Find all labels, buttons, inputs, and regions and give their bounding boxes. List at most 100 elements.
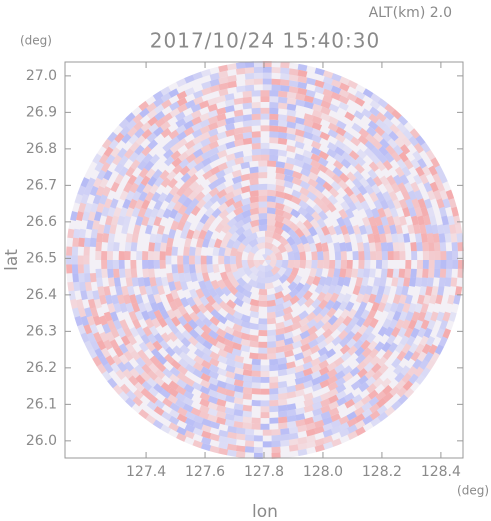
echo-cell [283, 180, 294, 189]
echo-cell [415, 166, 425, 177]
x-tick-label: 127.8 [244, 464, 284, 480]
echo-cell [216, 119, 227, 128]
echo-cell [107, 303, 116, 314]
echo-cell [275, 178, 286, 187]
echo-cell [126, 390, 137, 401]
echo-cell [269, 119, 279, 126]
echo-cell [153, 406, 165, 416]
echo-cell [151, 317, 161, 329]
echo-cell [149, 277, 157, 287]
echo-cell [78, 273, 85, 283]
echo-cell [343, 276, 351, 287]
echo-cell [403, 159, 414, 170]
echo-cell [278, 404, 288, 412]
echo-cell [260, 377, 270, 383]
echo-cell [397, 182, 407, 193]
echo-cell [317, 163, 329, 174]
echo-cell [217, 162, 228, 172]
echo-cell [176, 372, 188, 382]
echo-cell [207, 408, 218, 417]
echo-cell [369, 106, 380, 117]
echo-cell [191, 129, 203, 139]
echo-cell [357, 268, 365, 278]
echo-cell [229, 278, 240, 289]
echo-cell [149, 233, 157, 243]
echo-cell [155, 233, 163, 244]
echo-cell [407, 365, 418, 377]
echo-cell [93, 177, 103, 189]
echo-cell [128, 151, 139, 163]
echo-cell [258, 318, 268, 325]
echo-cell [78, 237, 85, 247]
echo-cell [275, 172, 286, 181]
echo-cell [439, 268, 447, 278]
echo-cell [302, 367, 314, 377]
echo-cell [374, 242, 382, 252]
echo-cell [260, 371, 270, 378]
echo-cell [216, 416, 227, 425]
echo-cell [240, 326, 251, 335]
echo-cell [201, 359, 212, 370]
echo-cell [184, 272, 192, 283]
echo-cell [293, 235, 303, 246]
echo-cell [216, 113, 227, 122]
echo-cell [341, 151, 352, 162]
echo-cell [433, 242, 441, 252]
echo-cell [160, 121, 171, 132]
echo-cell [402, 129, 413, 140]
echo-cell [318, 359, 329, 370]
echo-cell [160, 382, 172, 393]
echo-cell [103, 339, 113, 351]
echo-cell [223, 345, 234, 354]
echo-cell [207, 115, 219, 125]
echo-cell [209, 421, 220, 430]
echo-cell [167, 394, 179, 404]
echo-cell [303, 380, 314, 389]
echo-cell [218, 76, 229, 85]
echo-cell [145, 285, 153, 296]
echo-cell [235, 451, 246, 458]
echo-cell [151, 348, 162, 359]
echo-cell [175, 118, 186, 128]
echo-cell [86, 315, 96, 326]
echo-cell [328, 394, 339, 404]
echo-cell [200, 131, 211, 141]
echo-cell [296, 242, 305, 253]
echo-cell [338, 95, 350, 105]
echo-cell [84, 281, 92, 292]
echo-cell [280, 67, 290, 75]
echo-cell [423, 181, 433, 193]
echo-cell [177, 204, 188, 215]
echo-cell [231, 175, 243, 185]
echo-cell [271, 84, 281, 91]
echo-cell [129, 326, 139, 338]
echo-cell [70, 211, 78, 221]
echo-cell [349, 316, 359, 327]
echo-cell [166, 237, 174, 248]
echo-cell [194, 161, 205, 172]
echo-cell [420, 319, 430, 330]
echo-cell [132, 396, 143, 407]
echo-cell [369, 410, 381, 421]
echo-cell [207, 336, 219, 347]
echo-cell [295, 289, 306, 300]
echo-cell [196, 310, 207, 322]
echo-cell [224, 325, 235, 335]
echo-cell [236, 427, 246, 435]
echo-cell [148, 386, 159, 397]
echo-cell [124, 361, 135, 372]
echo-cell [234, 151, 244, 159]
echo-cell [334, 260, 342, 269]
echo-cell [168, 228, 177, 239]
echo-cell [396, 122, 407, 134]
echo-cell [358, 251, 365, 260]
echo-cell [68, 290, 76, 301]
echo-cell [371, 207, 380, 219]
echo-cell [200, 379, 211, 389]
echo-cell [320, 392, 331, 401]
echo-cell [314, 438, 325, 447]
echo-cell [346, 171, 357, 182]
echo-cell [311, 383, 322, 392]
echo-cell [355, 293, 365, 304]
echo-cell [330, 85, 342, 95]
